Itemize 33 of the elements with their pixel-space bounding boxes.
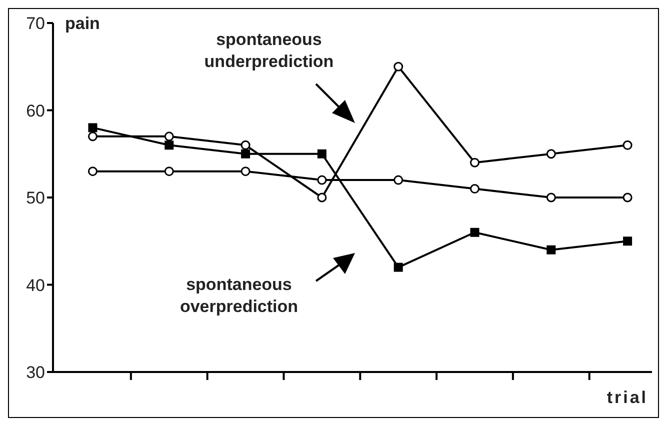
- y-tick-label: 60: [26, 101, 45, 120]
- point: [394, 175, 404, 185]
- point: [470, 228, 480, 237]
- point: [546, 192, 556, 202]
- point: [240, 166, 250, 176]
- y-tick-label: 40: [26, 276, 45, 295]
- annotation: spontaneous underprediction: [203, 29, 335, 73]
- point: [317, 192, 327, 202]
- point: [394, 262, 403, 272]
- point: [164, 132, 174, 142]
- point: [622, 140, 632, 150]
- point: [470, 158, 480, 168]
- y-tick-label: 50: [26, 188, 45, 208]
- annotation: spontaneous overprediction: [178, 274, 300, 318]
- point: [164, 140, 174, 150]
- point: [164, 166, 174, 176]
- point: [470, 184, 480, 194]
- point: [88, 123, 98, 132]
- point: [317, 149, 326, 158]
- y-axis-title: pain: [65, 13, 100, 35]
- point: [241, 149, 250, 158]
- point: [546, 245, 556, 254]
- point: [623, 236, 632, 246]
- point: [240, 140, 250, 150]
- point: [88, 132, 98, 142]
- y-tick-label: 30: [26, 363, 45, 382]
- y-tick-label: 70: [26, 14, 45, 34]
- point: [88, 166, 98, 176]
- point: [394, 62, 404, 72]
- point: [622, 192, 632, 202]
- x-axis-title: trial: [606, 387, 648, 409]
- point: [317, 175, 327, 185]
- point: [546, 149, 556, 159]
